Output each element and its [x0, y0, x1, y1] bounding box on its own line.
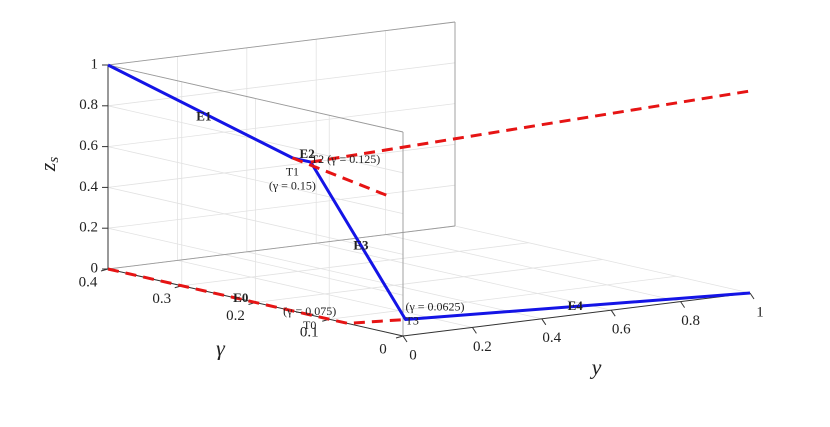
gamma-tick-label: 0	[379, 341, 387, 357]
x-tick-label: 1	[756, 304, 764, 320]
x-tick-mark	[610, 309, 616, 317]
z-tick-label: 0	[91, 260, 99, 276]
point-annotation: T0	[303, 318, 316, 332]
point-annotation: T2 (γ = 0.125)	[311, 152, 380, 166]
axes-box	[107, 21, 751, 337]
grid-side-z	[107, 146, 404, 214]
dashed-series-line	[310, 89, 751, 164]
point-annotation: T3	[405, 313, 418, 327]
grid-floor-y	[181, 242, 529, 287]
x-axis-title: y	[590, 355, 602, 380]
axis-ticks: 00.20.40.60.8100.10.20.30.400.20.40.60.8…	[35, 56, 764, 379]
gamma-axis-title: γ	[216, 336, 226, 361]
grid-lines	[107, 21, 751, 337]
z-axis-title-subscript: s	[46, 157, 62, 163]
box-edge	[107, 64, 404, 133]
z-tick-label: 0.2	[79, 220, 98, 236]
grid-side-z	[107, 227, 404, 296]
grid-side-z	[107, 187, 404, 255]
gamma-tick-label: 0.2	[226, 308, 245, 324]
x-tick-label: 0	[409, 347, 417, 363]
x-tick-mark	[541, 318, 547, 326]
z-axis-title: zs	[35, 157, 62, 173]
z-tick-label: 0.8	[79, 97, 98, 113]
x-tick-label: 0.8	[681, 313, 700, 329]
gamma-tick-label: 0.4	[79, 274, 98, 290]
x-tick-label: 0.4	[542, 330, 561, 346]
z-tick-label: 0.4	[79, 179, 98, 195]
x-tick-mark	[402, 335, 408, 343]
edge-label: E0	[233, 290, 248, 305]
gamma-tick-label: 0.1	[300, 325, 319, 341]
box-edge	[107, 21, 456, 66]
grid-back-z	[107, 62, 456, 107]
x-tick-mark	[680, 301, 686, 308]
point-annotation: (γ = 0.15)	[269, 179, 316, 193]
edge-label: E2	[300, 146, 315, 161]
grid-back-z	[107, 103, 456, 147]
grid-floor-y	[329, 275, 677, 320]
edge-label: E3	[353, 237, 369, 252]
x-axis-line	[402, 292, 751, 337]
x-tick-label: 0.6	[612, 322, 631, 338]
x-tick-mark	[749, 292, 755, 300]
grid-back-z	[107, 144, 456, 188]
box-edge	[107, 225, 456, 270]
grid-back-z	[107, 184, 456, 229]
chart-labels: E0 E1 E2 E3 E4 T1(γ = 0.15) T2 (γ = 0.125) (γ =…	[196, 108, 583, 332]
x-tick-label: 0.2	[473, 339, 492, 355]
edge-label: E4	[568, 298, 584, 313]
z-tick-label: 1	[91, 56, 99, 72]
dashed-series-line	[107, 267, 406, 325]
gamma-tick-label: 0.3	[152, 291, 171, 307]
z-tick-label: 0.6	[79, 138, 98, 154]
z-axis-title-base: z	[35, 162, 60, 172]
x-tick-mark	[471, 327, 477, 334]
point-annotation: (γ = 0.075)	[283, 304, 336, 318]
point-annotation: T1	[286, 165, 299, 179]
grid-floor-y	[255, 259, 603, 303]
gamma-tick-mark	[395, 335, 404, 339]
edge-label: E1	[196, 108, 211, 123]
series-lines	[107, 63, 751, 325]
point-annotation: (γ = 0.0625)	[405, 299, 464, 313]
